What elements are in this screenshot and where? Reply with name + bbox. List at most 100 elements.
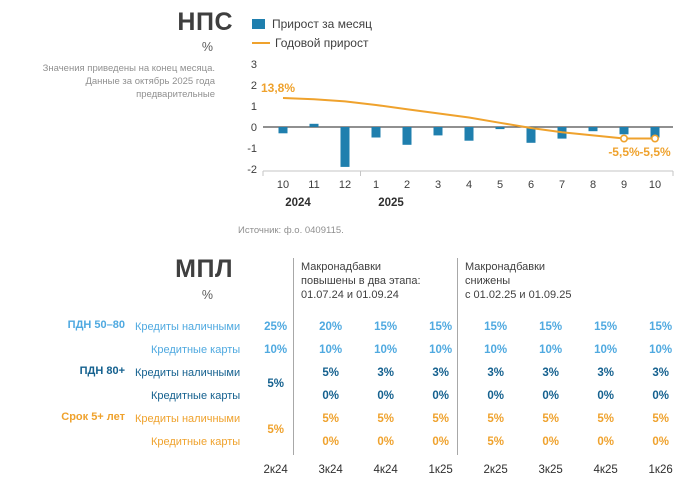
mpl-product-label: Кредитные карты <box>150 435 241 448</box>
x-axis-tick: 9 <box>621 179 627 191</box>
bar-series-swatch-icon <box>252 18 265 29</box>
mpl-product-label: Кредиты наличными <box>135 320 241 333</box>
x-axis-tick: 10 <box>649 179 661 191</box>
mpl-value-cell: 0% <box>377 435 394 448</box>
monthly-growth-bar <box>526 127 536 143</box>
mpl-value-cell: 0% <box>322 389 339 402</box>
mpl-value-cell: 5% <box>432 412 449 425</box>
mpl-value-cell: 5% <box>652 412 669 425</box>
mpl-category-label: ПДН 50–80 <box>67 319 125 331</box>
y-axis-tick: 1 <box>251 101 257 113</box>
legend-item-monthly: Прирост за месяц <box>252 14 372 33</box>
legend-item-annual: Годовой прирост <box>252 33 372 52</box>
x-axis-tick: 7 <box>559 179 565 191</box>
mpl-table-row: Кредитные карты 0% 0% 0% 5% 0% 0% 0% <box>55 430 688 453</box>
mpl-value-cell: 5% <box>377 412 394 425</box>
mpl-product-label: Кредиты наличными <box>135 366 241 379</box>
mpl-value-cell: 15% <box>484 320 508 333</box>
mpl-value-cell: 3% <box>432 366 449 379</box>
year-label: 2025 <box>378 197 404 209</box>
mpl-quarter-label: 2к25 <box>483 464 508 476</box>
mpl-group-header-raised: Макронадбавки повышены в два этапа: 01.0… <box>301 261 421 301</box>
nps-footnote: Значения приведены на конец месяца. Данн… <box>42 63 215 100</box>
mpl-value-cell: 0% <box>377 389 394 402</box>
mpl-table-row: ПДН 80+ Кредиты наличными 5% 5% 3% 3% 3% 3% 3% 3% <box>55 361 688 390</box>
mpl-product-label: Кредитные карты <box>150 389 241 402</box>
mpl-value-cell: 0% <box>487 389 504 402</box>
mpl-table: ПДН 50–80 Кредиты наличными 25% 20% 15% 15% 15… <box>55 315 688 477</box>
mpl-value-cell-merged: 5% <box>267 378 284 390</box>
mpl-value-cell: 25% <box>264 320 288 333</box>
mpl-value-cell: 10% <box>484 343 508 356</box>
mpl-quarter-label: 1к25 <box>428 464 453 476</box>
annotation-label: 13,8% <box>261 81 295 95</box>
mpl-value-cell: 5% <box>597 412 614 425</box>
mpl-value-cell: 5% <box>322 412 339 425</box>
y-axis-tick: 0 <box>251 122 257 134</box>
mpl-column-header-row: 2к24 3к24 4к24 1к25 2к25 3к25 4к25 1к26 <box>55 453 688 477</box>
mpl-value-cell: 10% <box>374 343 398 356</box>
mpl-value-cell: 15% <box>429 320 453 333</box>
mpl-value-cell: 10% <box>319 343 343 356</box>
mpl-value-cell: 3% <box>597 366 614 379</box>
mpl-category-label: Срок 5+ лет <box>61 411 125 423</box>
monthly-growth-bar <box>433 127 443 136</box>
mpl-value-cell: 0% <box>652 389 669 402</box>
annotation-label: -5,5% <box>639 145 671 159</box>
legend-bar-label: Прирост за месяц <box>272 16 372 31</box>
y-axis-tick: -1 <box>247 143 257 155</box>
monthly-growth-bar <box>588 127 598 132</box>
monthly-growth-bar <box>495 127 505 130</box>
x-axis-tick: 5 <box>497 179 503 191</box>
mpl-quarter-label: 3к24 <box>318 464 343 476</box>
line-point-marker <box>619 134 628 143</box>
monthly-growth-bar <box>402 127 412 145</box>
x-axis-tick: 3 <box>435 179 441 191</box>
source-note: Источник: ф.о. 0409115. <box>238 225 344 236</box>
mpl-value-cell: 15% <box>374 320 398 333</box>
mpl-value-cell: 0% <box>432 435 449 448</box>
mpl-value-cell: 5% <box>542 412 559 425</box>
x-axis-tick: 10 <box>277 179 289 191</box>
mpl-value-cell: 3% <box>487 366 504 379</box>
mpl-value-cell: 10% <box>264 343 288 356</box>
mpl-value-cell: 10% <box>539 343 563 356</box>
mpl-value-cell: 0% <box>597 435 614 448</box>
x-axis-tick: 11 <box>308 179 319 191</box>
monthly-growth-bar <box>650 127 660 138</box>
mpl-table-row: Кредитные карты 0% 0% 0% 0% 0% 0% 0% <box>55 384 688 407</box>
mpl-value-cell: 3% <box>542 366 559 379</box>
nps-section-title: НПС <box>177 8 233 36</box>
mpl-value-cell-merged: 5% <box>267 424 284 436</box>
mpl-value-cell: 10% <box>429 343 453 356</box>
monthly-growth-bar <box>371 127 381 138</box>
x-axis-tick: 6 <box>528 179 534 191</box>
mpl-group-header-lowered: Макронадбавки снижены с 01.02.25 и 01.09… <box>465 261 572 301</box>
x-axis-tick: 1 <box>373 179 379 191</box>
mpl-quarter-label: 1к26 <box>648 464 673 476</box>
mpl-table-row: ПДН 50–80 Кредиты наличными 25% 20% 15% 15% 15… <box>55 315 688 338</box>
annotation-label: -5,5% <box>608 145 640 159</box>
mpl-unit-label: % <box>201 288 213 302</box>
mpl-value-cell: 15% <box>594 320 618 333</box>
monthly-growth-bar <box>340 127 350 167</box>
mpl-value-cell: 5% <box>322 366 339 379</box>
mpl-group-divider-1 <box>293 258 294 455</box>
mpl-quarter-label: 3к25 <box>538 464 563 476</box>
mpl-value-cell: 0% <box>542 435 559 448</box>
mpl-value-cell: 20% <box>319 320 343 333</box>
mpl-quarter-label: 4к25 <box>593 464 618 476</box>
nps-unit-label: % <box>201 40 213 54</box>
mpl-column-header-spacer <box>55 453 248 477</box>
monthly-growth-bar <box>278 127 288 134</box>
y-axis-tick: 2 <box>251 80 257 92</box>
mpl-quarter-label: 4к24 <box>373 464 398 476</box>
y-axis-tick: 3 <box>251 59 257 71</box>
mpl-value-cell: 3% <box>377 366 394 379</box>
nps-legend: Прирост за месяц Годовой прирост <box>252 14 372 52</box>
x-axis-tick: 4 <box>466 179 472 191</box>
annual-growth-line <box>282 97 655 140</box>
line-point-marker <box>650 134 659 143</box>
